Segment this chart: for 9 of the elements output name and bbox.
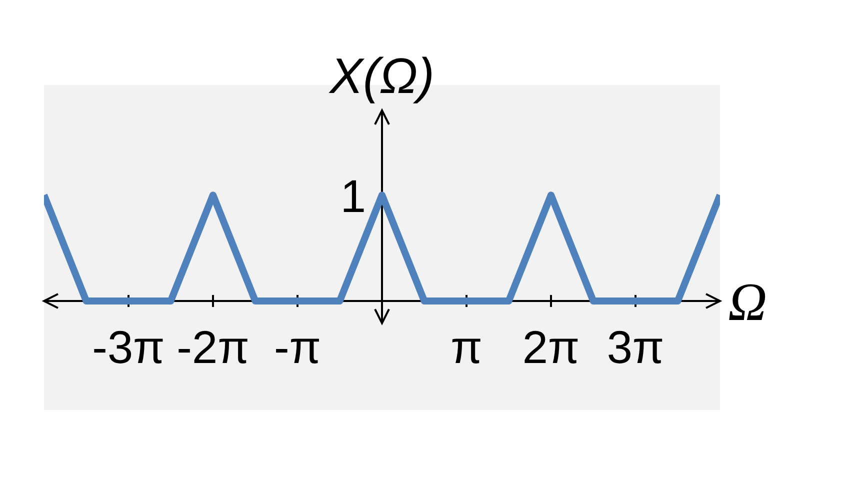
x-tick-label: -π bbox=[274, 320, 322, 373]
x-tick-label: -3π bbox=[92, 320, 165, 373]
x-axis-title: Ω bbox=[728, 272, 768, 332]
x-tick-label: -2π bbox=[176, 320, 250, 373]
x-tick-label: π bbox=[450, 320, 482, 373]
x-tick-label: 3π bbox=[606, 320, 664, 373]
annotation: 1 bbox=[340, 170, 366, 222]
y-axis-title: X(Ω) bbox=[328, 48, 434, 104]
x-tick-label: 2π bbox=[522, 320, 580, 373]
